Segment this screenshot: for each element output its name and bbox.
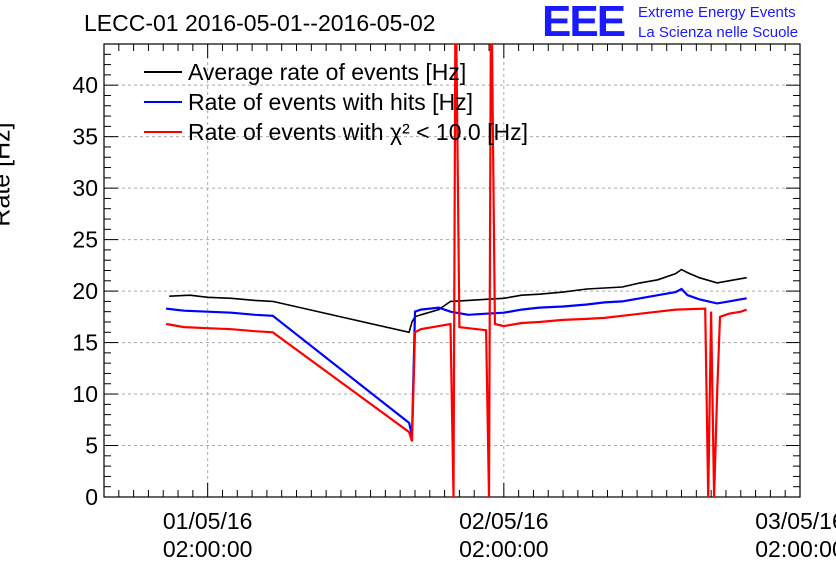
y-tick-label: 25 (72, 227, 98, 253)
y-tick-label: 15 (72, 330, 98, 356)
series-line (169, 268, 747, 334)
x-tick-label: 03/05/16 (755, 508, 836, 534)
x-tick-label: 01/05/16 (163, 508, 253, 534)
y-tick-label: 35 (72, 124, 98, 150)
x-tick-label-time: 02:00:00 (163, 536, 253, 562)
legend-label: Average rate of events [Hz] (188, 59, 466, 85)
x-tick-label-time: 02:00:00 (755, 536, 836, 562)
logo-mark: EEE (542, 0, 626, 46)
logo-line-2: La Scienza nelle Scuole (638, 24, 799, 41)
y-tick-label: 20 (72, 278, 98, 304)
chart-title: LECC-01 2016-05-01--2016-05-02 (84, 10, 436, 36)
y-tick-label: 10 (72, 381, 98, 407)
y-tick-label: 0 (85, 484, 98, 510)
legend-label: Rate of events with χ² < 10.0 [Hz] (188, 119, 528, 145)
y-tick-label: 30 (72, 175, 98, 201)
x-tick-label-time: 02:00:00 (459, 536, 549, 562)
series-line (166, 44, 748, 497)
plot-frame (103, 43, 801, 498)
y-tick-label: 40 (72, 72, 98, 98)
series-line (166, 287, 747, 436)
eee-logo: EEE Extreme Energy Events La Scienza nel… (542, 0, 836, 46)
logo-line-1: Extreme Energy Events (638, 4, 796, 21)
legend-label: Rate of events with hits [Hz] (188, 89, 473, 115)
y-tick-label: 5 (85, 433, 98, 459)
x-tick-label: 02/05/16 (459, 508, 549, 534)
